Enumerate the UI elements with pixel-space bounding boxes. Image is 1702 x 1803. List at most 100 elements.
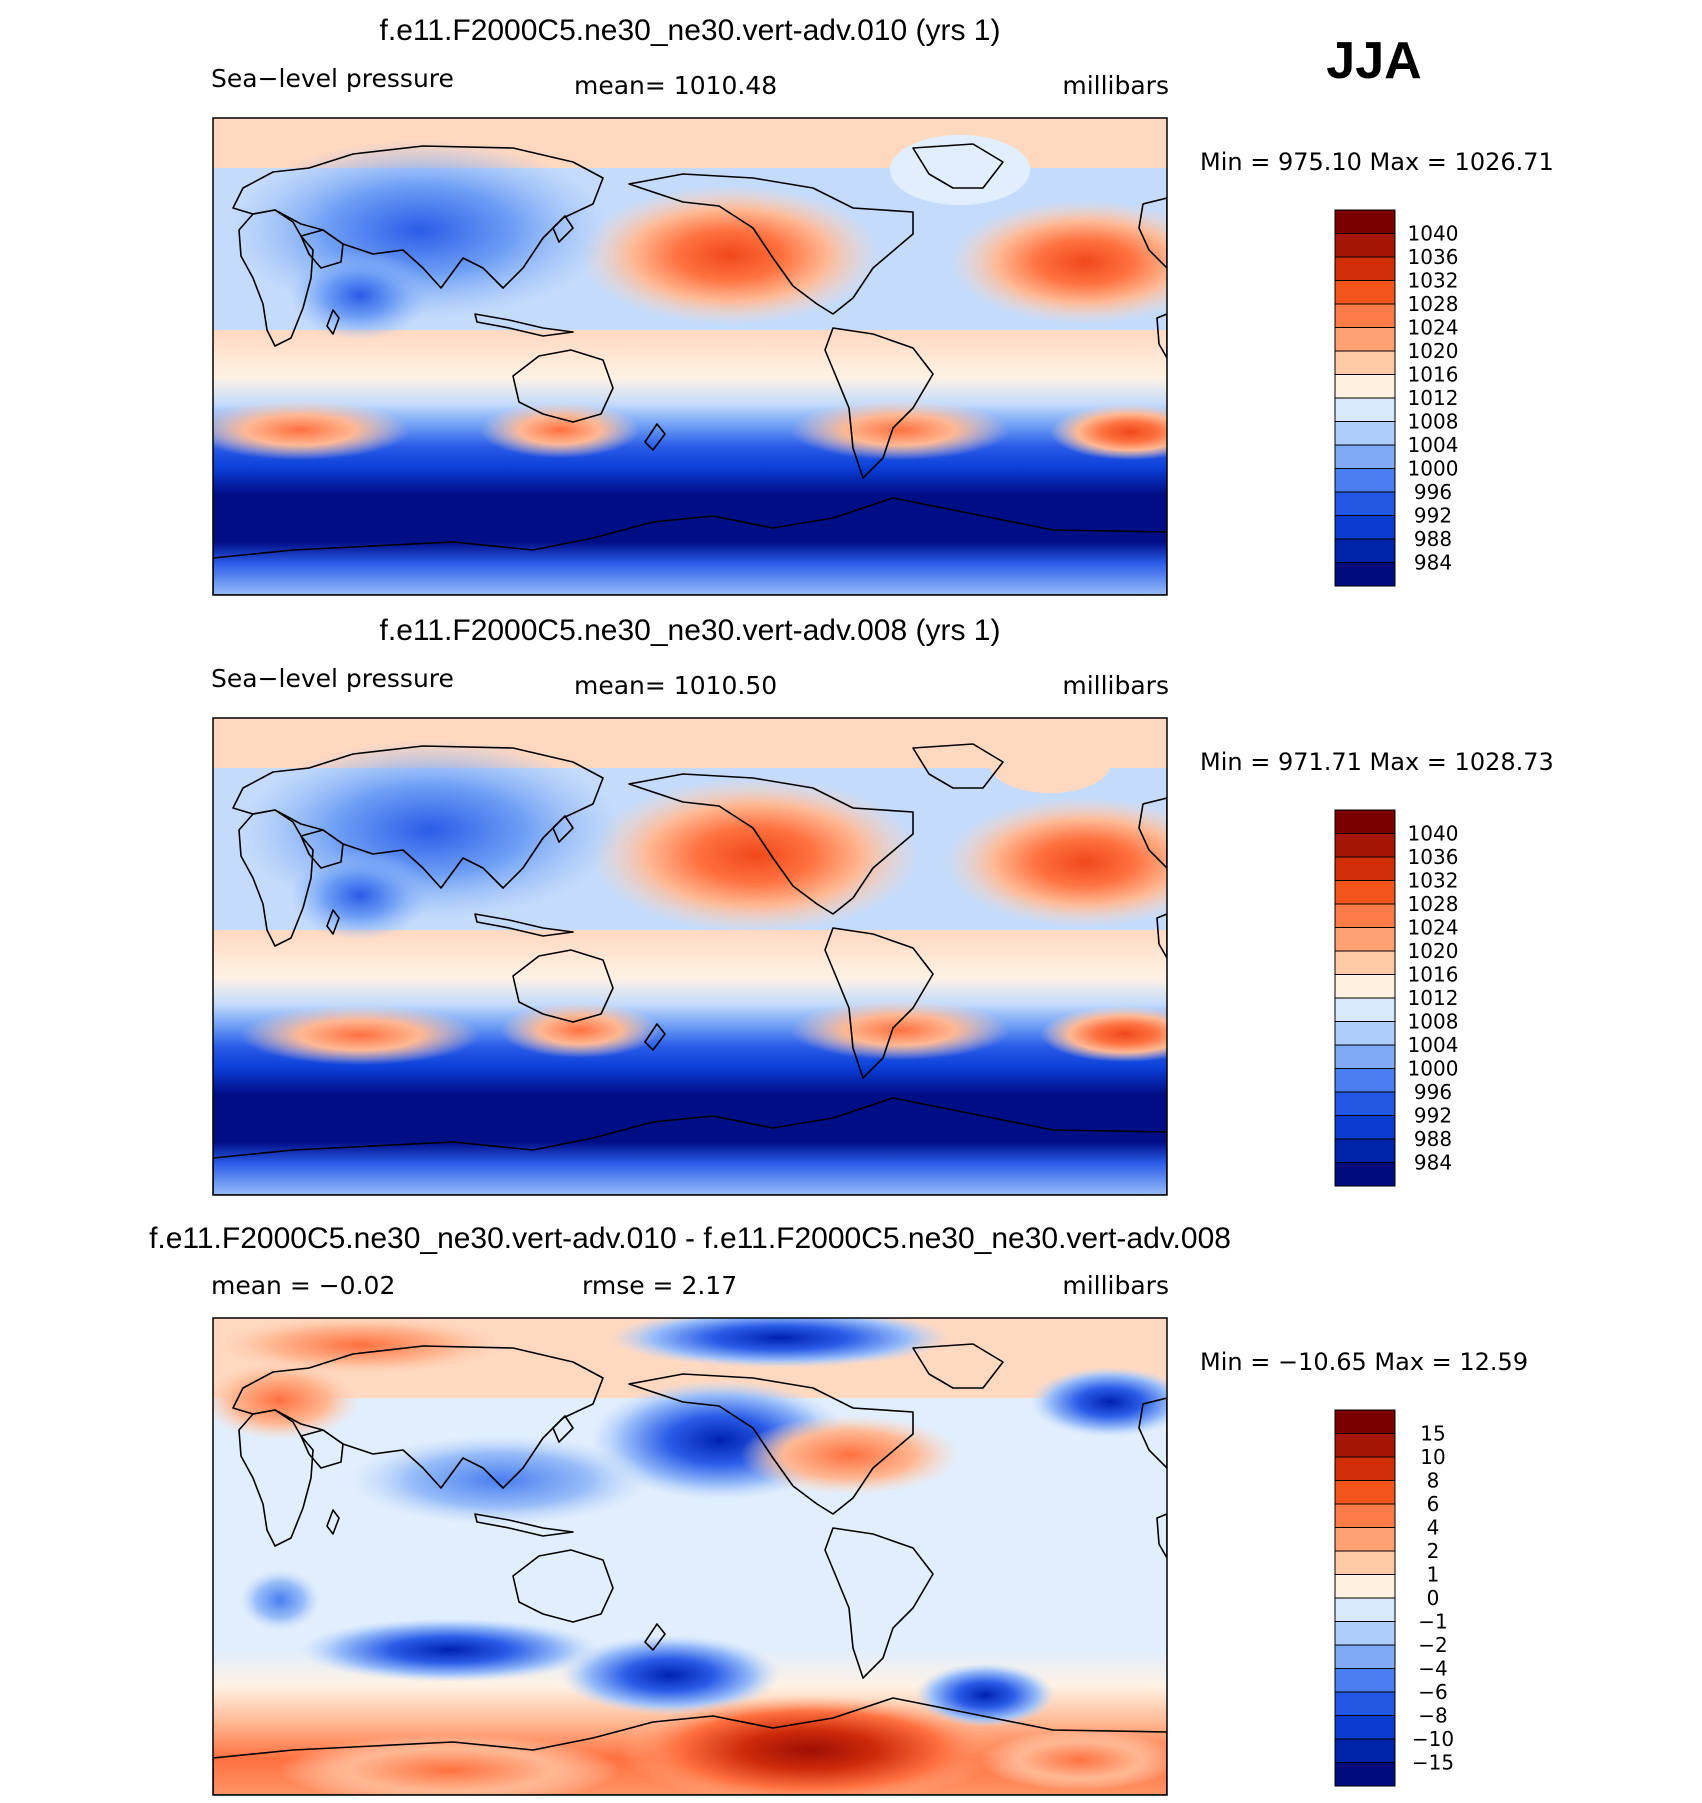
panel-2-variable-label: Sea−level pressure — [211, 664, 454, 693]
colorbar-tick-label: 984 — [1414, 1151, 1452, 1175]
colorbar-tick-label: 1000 — [1408, 457, 1459, 481]
colorbar-box — [1334, 562, 1396, 587]
coastline-outline — [912, 143, 1004, 189]
colorbar-box — [1334, 1691, 1396, 1716]
coastline-outline — [912, 743, 1004, 789]
colorbar-tick-label: 996 — [1414, 480, 1452, 504]
coastline-outline — [512, 1549, 614, 1623]
colorbar-box — [1334, 1162, 1396, 1187]
colorbar-box — [1334, 1480, 1396, 1505]
coastline-outline — [644, 1623, 666, 1651]
colorbar-box — [1334, 397, 1396, 422]
colorbar-box — [1334, 1091, 1396, 1116]
colorbar-tick-label: 992 — [1414, 1104, 1452, 1128]
colorbar-box — [1334, 515, 1396, 540]
coastline-outline — [1156, 913, 1167, 959]
colorbar-tick-label: 1040 — [1408, 222, 1459, 246]
colorbar-tick-label: 15 — [1420, 1422, 1445, 1446]
coastline-outline — [512, 349, 614, 423]
coastline-outline — [474, 913, 574, 937]
panel-1-map-field — [213, 118, 1167, 595]
coastline-outline — [824, 927, 934, 1079]
colorbar-box — [1334, 950, 1396, 975]
colorbar-box — [1334, 209, 1396, 234]
panel-1-mean-label: mean= 1010.48 — [574, 71, 777, 100]
colorbar-box — [1334, 327, 1396, 352]
colorbar-tick-label: −2 — [1418, 1633, 1447, 1657]
coastline-outline — [912, 1343, 1004, 1389]
colorbar-box — [1334, 444, 1396, 469]
colorbar-box — [1334, 856, 1396, 881]
panel-2-title: f.e11.F2000C5.ne30_ne30.vert-adv.008 (yr… — [380, 614, 1001, 647]
colorbar-tick-label: 0 — [1427, 1586, 1440, 1610]
coastline-outline — [628, 173, 914, 315]
coastline-outline — [824, 327, 934, 479]
colorbar-tick-label: 1012 — [1408, 386, 1459, 410]
coastline-outline — [213, 1097, 1167, 1195]
colorbar-box — [1334, 927, 1396, 952]
colorbar-tick-label: −10 — [1412, 1727, 1454, 1751]
colorbar-tick-label: 1020 — [1408, 939, 1459, 963]
colorbar-box — [1334, 1597, 1396, 1622]
panel-2-mean-label: mean= 1010.50 — [574, 671, 777, 700]
panel-3-minmax: Min = −10.65 Max = 12.59 — [1200, 1348, 1528, 1376]
colorbar-box — [1334, 1574, 1396, 1599]
colorbar-box — [1334, 997, 1396, 1022]
colorbar-tick-label: −15 — [1412, 1751, 1454, 1775]
colorbar-box — [1334, 1644, 1396, 1669]
panel-1-variable-label: Sea−level pressure — [211, 64, 454, 93]
panel-3-map-field — [213, 1318, 1167, 1795]
colorbar-tick-label: 1036 — [1408, 245, 1459, 269]
panel-2: f.e11.F2000C5.ne30_ne30.vert-adv.008 (yr… — [211, 614, 1554, 1196]
colorbar-box — [1334, 1068, 1396, 1093]
colorbar-box — [1334, 350, 1396, 375]
coastline-outline — [552, 815, 574, 843]
colorbar-box — [1334, 880, 1396, 905]
coastline-outline — [326, 909, 340, 935]
colorbar-tick-label: 10 — [1420, 1445, 1445, 1469]
panel-1-colorbar: 1040103610321028102410201016101210081004… — [1334, 209, 1459, 587]
colorbar-box — [1334, 1550, 1396, 1575]
colorbar-tick-label: 1040 — [1408, 822, 1459, 846]
colorbar-box — [1334, 256, 1396, 281]
panel-1-map-frame — [212, 117, 1168, 596]
colorbar-tick-label: 2 — [1427, 1539, 1440, 1563]
panel-1-title: f.e11.F2000C5.ne30_ne30.vert-adv.010 (yr… — [380, 14, 1001, 47]
colorbar-tick-label: −6 — [1418, 1680, 1447, 1704]
colorbar-box — [1334, 974, 1396, 999]
colorbar-tick-label: 4 — [1427, 1516, 1440, 1540]
colorbar-tick-label: 1032 — [1408, 869, 1459, 893]
colorbar-box — [1334, 1021, 1396, 1046]
colorbar-box — [1334, 1044, 1396, 1069]
colorbar-tick-label: 1032 — [1408, 269, 1459, 293]
coastline-outline — [644, 423, 666, 451]
coastline-outline — [824, 1527, 934, 1679]
colorbar-tick-label: 1036 — [1408, 845, 1459, 869]
colorbar-tick-label: 1024 — [1408, 916, 1459, 940]
panel-3-coastlines — [213, 1343, 1167, 1795]
panel-3-units-label: millibars — [1062, 1271, 1169, 1300]
coastline-outline — [552, 215, 574, 243]
coastline-outline — [326, 1509, 340, 1535]
colorbar-box — [1334, 1409, 1396, 1434]
colorbar-box — [1334, 1715, 1396, 1740]
panel-1-minmax: Min = 975.10 Max = 1026.71 — [1200, 148, 1554, 176]
coastline-outline — [326, 309, 340, 335]
colorbar-tick-label: 988 — [1414, 527, 1452, 551]
panel-2-map-frame — [212, 717, 1168, 1196]
coastline-outline — [474, 313, 574, 337]
coastline-outline — [1138, 797, 1167, 869]
colorbar-box — [1334, 1503, 1396, 1528]
colorbar-box — [1334, 1433, 1396, 1458]
coastline-outline — [628, 1373, 914, 1515]
colorbar-tick-label: 1 — [1427, 1563, 1440, 1587]
colorbar-tick-label: 1004 — [1408, 1033, 1459, 1057]
colorbar-tick-label: 1016 — [1408, 963, 1459, 987]
colorbar-tick-label: 1000 — [1408, 1057, 1459, 1081]
panel-2-minmax: Min = 971.71 Max = 1028.73 — [1200, 748, 1554, 776]
coastline-outline — [213, 497, 1167, 595]
colorbar-box — [1334, 1738, 1396, 1763]
coastline-outline — [1138, 197, 1167, 269]
